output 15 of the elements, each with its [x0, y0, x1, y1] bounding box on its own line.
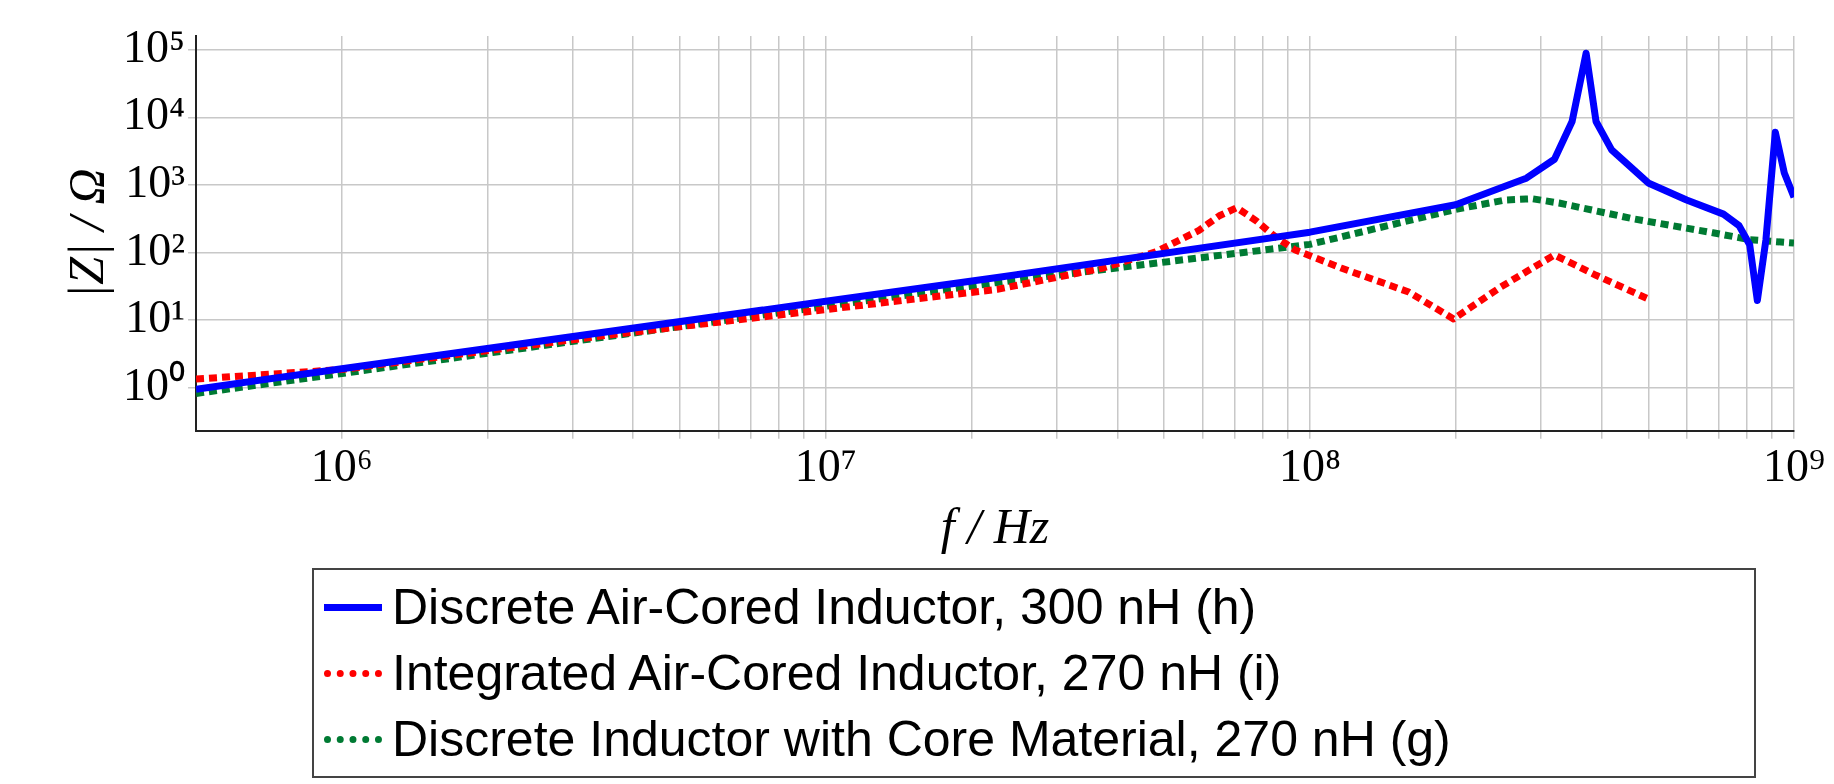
y-tick-label: 10⁵: [122, 20, 186, 72]
legend-label: Integrated Air-Cored Inductor, 270 nH (i): [392, 644, 1282, 703]
y-axis-title: |Z| / Ω: [58, 168, 115, 299]
y-tick-label: 10³: [125, 156, 186, 208]
y-tick-label: 10¹: [125, 291, 186, 343]
x-axis-title: f / Hz: [940, 498, 1050, 555]
x-tick-label: 10⁷: [794, 440, 857, 492]
y-tick-label: 10⁴: [122, 88, 186, 140]
y-tick-label: 10²: [125, 223, 186, 275]
y-tick-label: 10⁰: [123, 358, 186, 410]
legend-label: Discrete Inductor with Core Material, 270 nH (g): [392, 710, 1451, 769]
x-tick-label: 10⁸: [1278, 440, 1341, 492]
x-tick-label: 10⁹: [1762, 440, 1826, 492]
legend-label: Discrete Air-Cored Inductor, 300 nH (h): [392, 578, 1257, 637]
x-tick-label: 10⁶: [310, 440, 373, 492]
